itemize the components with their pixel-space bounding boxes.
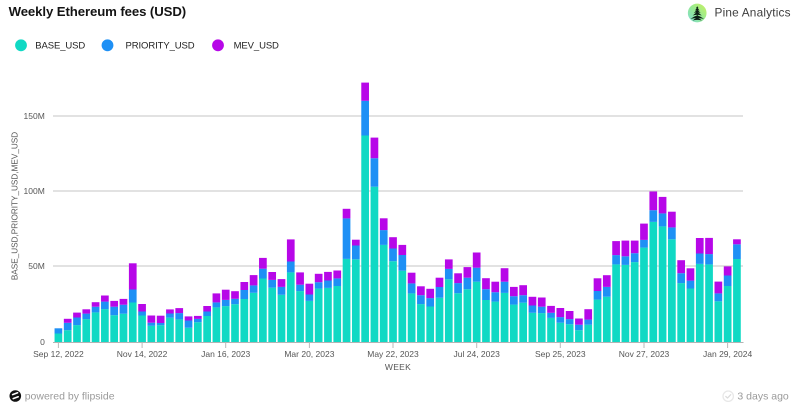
svg-text:100M: 100M (24, 186, 45, 196)
svg-text:0: 0 (40, 337, 45, 347)
svg-text:powered by flipside: powered by flipside (25, 391, 115, 403)
svg-text:50M: 50M (28, 261, 45, 271)
svg-text:Weekly Ethereum fees (USD): Weekly Ethereum fees (USD) (9, 4, 186, 19)
svg-text:Nov 14, 2022: Nov 14, 2022 (117, 349, 168, 359)
svg-text:150M: 150M (24, 111, 45, 121)
svg-text:Nov 27, 2023: Nov 27, 2023 (619, 349, 670, 359)
svg-text:3 days ago: 3 days ago (737, 390, 789, 402)
svg-text:Sep 25, 2023: Sep 25, 2023 (535, 349, 586, 359)
svg-text:Jul 24, 2023: Jul 24, 2023 (454, 349, 501, 359)
svg-text:BASE_USD,PRIORITY_USD,MEV_USD: BASE_USD,PRIORITY_USD,MEV_USD (11, 132, 20, 280)
svg-text:Jan 16, 2023: Jan 16, 2023 (201, 349, 250, 359)
svg-text:May 22, 2023: May 22, 2023 (367, 349, 419, 359)
svg-text:WEEK: WEEK (385, 362, 411, 372)
svg-text:BASE_USD: BASE_USD (35, 41, 85, 52)
svg-text:Mar 20, 2023: Mar 20, 2023 (284, 349, 334, 359)
svg-text:Pine Analytics: Pine Analytics (715, 5, 791, 19)
svg-text:MEV_USD: MEV_USD (234, 41, 279, 52)
svg-text:PRIORITY_USD: PRIORITY_USD (126, 41, 195, 52)
svg-text:Jan 29, 2024: Jan 29, 2024 (703, 349, 752, 359)
svg-text:Sep 12, 2022: Sep 12, 2022 (33, 349, 84, 359)
